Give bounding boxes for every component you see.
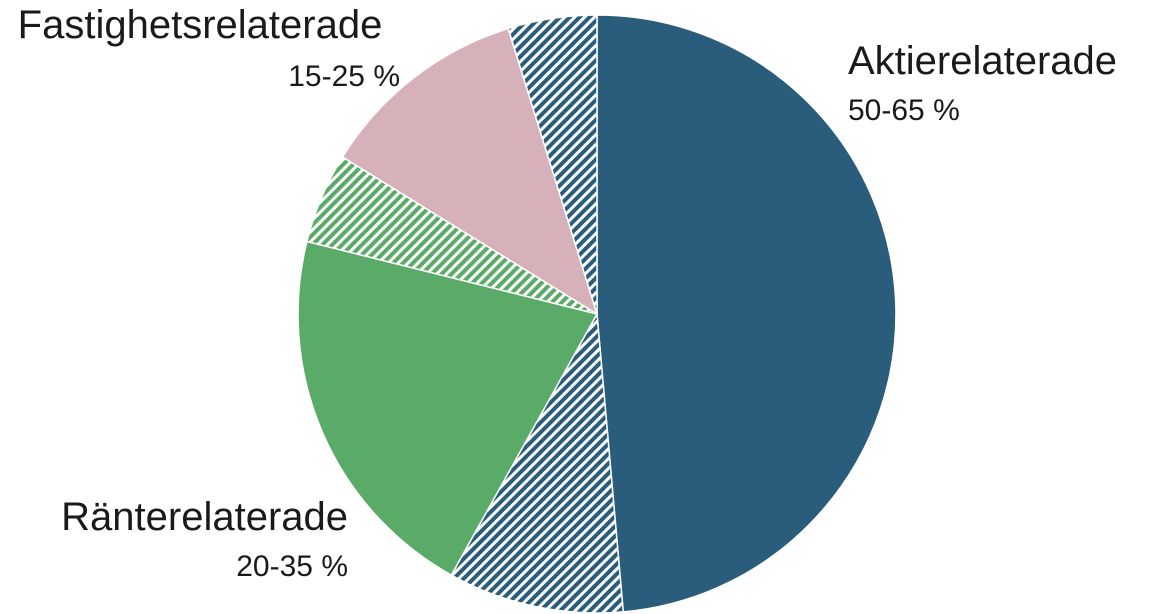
range-fastighetsrelaterade: 15-25 % [288, 60, 400, 93]
pie-slice-fastighet-solid-4 [341, 27, 599, 316]
label-ranterelaterade: Ränterelaterade [61, 495, 348, 539]
range-aktierelaterade: 50-65 % [848, 94, 960, 127]
pie-slice-ranter-solid-2 [297, 240, 599, 577]
pie-labels: Fastighetsrelaterade 15-25 % Aktierelate… [18, 3, 1117, 583]
pie-slice-aktier-solid-0 [596, 14, 897, 613]
label-fastighetsrelaterade: Fastighetsrelaterade [18, 3, 383, 47]
range-ranterelaterade: 20-35 % [236, 550, 348, 583]
pie-slices [297, 14, 897, 614]
label-aktierelaterade: Aktierelaterade [848, 39, 1117, 83]
pie-slice-aktier-hatched-5 [507, 14, 598, 315]
pie-slice-aktier-hatched-1 [450, 311, 625, 614]
